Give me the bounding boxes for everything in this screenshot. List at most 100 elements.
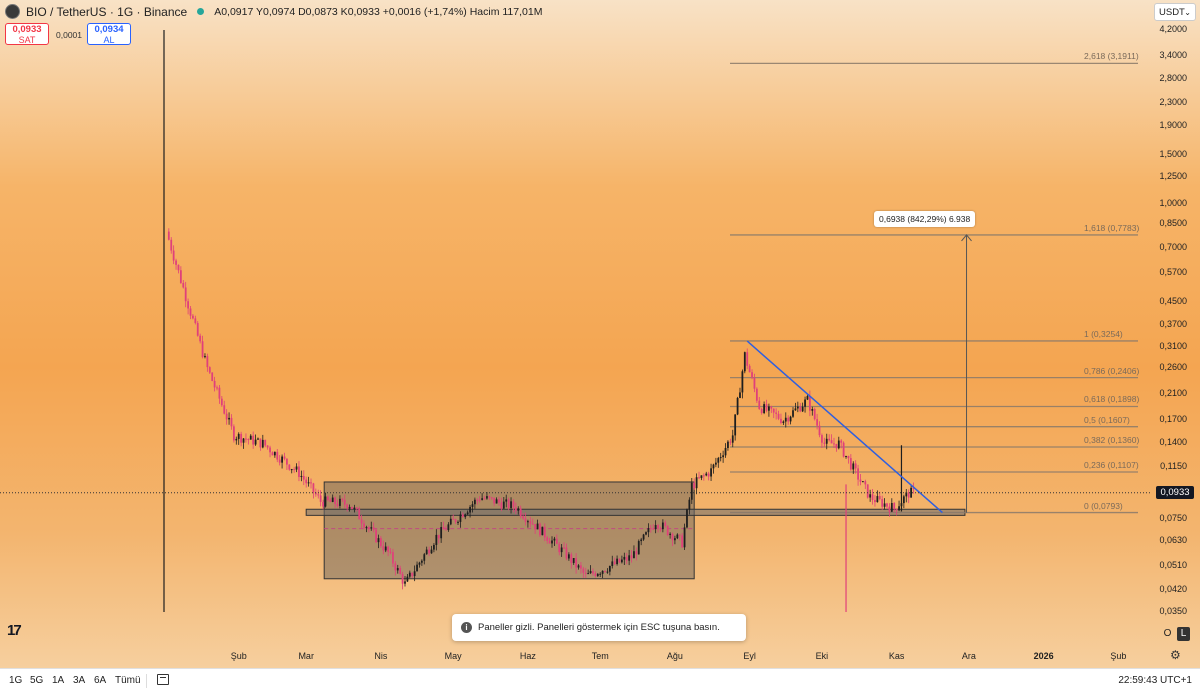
candle-body [912, 487, 915, 489]
buy-button[interactable]: 0,0934 AL [87, 23, 131, 45]
price-chart[interactable] [0, 0, 1200, 668]
candle-body [177, 264, 180, 271]
candle-body [647, 528, 650, 533]
candle-body [563, 547, 565, 549]
auto-scale-toggle[interactable]: O [1163, 628, 1172, 639]
candle-body [360, 519, 363, 524]
candle-body [635, 551, 638, 555]
candle-body [729, 441, 732, 443]
fib-level-label: 0,618 (0,1898) [1084, 394, 1140, 405]
candle-body [743, 352, 746, 372]
candle-body [857, 468, 859, 480]
candle-body [618, 558, 621, 563]
candle-body [307, 482, 310, 484]
candle-body [187, 301, 189, 309]
candle-body [423, 554, 426, 561]
candle-body [192, 315, 194, 319]
candle-body [220, 398, 223, 406]
candle-body [428, 549, 430, 554]
fib-level-label: 1,618 (0,7783) [1084, 222, 1140, 233]
candle-body [845, 455, 847, 457]
candle-body [293, 469, 296, 471]
candle-body [478, 499, 481, 501]
candle-body [584, 572, 587, 574]
candle-body [671, 533, 674, 541]
candle-body [902, 496, 905, 504]
candle-body [731, 435, 734, 443]
candle-body [437, 534, 440, 539]
candle-body [459, 514, 462, 522]
candle-body [837, 440, 840, 449]
range-1g[interactable]: 1G [9, 675, 23, 686]
y-tick-label: 0,3700 [1159, 319, 1187, 330]
candle-body [384, 546, 387, 551]
candle-body [652, 528, 655, 530]
candle-body [196, 323, 199, 336]
chart-area[interactable]: BIO / TetherUS · 1G · Binance A0,0917 Y0… [0, 0, 1200, 668]
tradingview-logo-icon[interactable]: 17 [7, 622, 22, 639]
candle-body [377, 538, 380, 543]
sell-button[interactable]: 0,0933 SAT [5, 23, 49, 45]
candle-body [179, 270, 182, 283]
currency-select[interactable]: USDT ⌄ [1154, 3, 1196, 21]
candle-body [555, 538, 558, 544]
candle-body [630, 555, 633, 559]
candle-body [341, 498, 344, 500]
ohlc-values: A0,0917 Y0,0974 D0,0873 K0,0933 +0,0016 … [214, 5, 543, 18]
candle-body [825, 438, 828, 444]
candle-body [396, 568, 399, 571]
candle-body [449, 518, 452, 525]
candle-body [514, 507, 517, 511]
candle-body [782, 421, 785, 423]
candle-body [833, 443, 835, 445]
candle-body [353, 507, 356, 510]
candle-body [714, 462, 717, 465]
candle-body [493, 497, 496, 504]
candle-body [666, 525, 669, 535]
candle-body [828, 438, 831, 441]
candle-body [529, 521, 532, 524]
candle-body [305, 479, 308, 484]
x-tick-label: Nis [374, 651, 388, 661]
candle-body [172, 250, 175, 261]
market-status-icon [197, 8, 205, 15]
candle-body [473, 499, 476, 505]
candle-body [808, 396, 811, 411]
candle-body [623, 556, 626, 560]
gear-icon[interactable]: ⚙ [1170, 648, 1181, 662]
candle-body [789, 416, 792, 422]
range-3a[interactable]: 3A [73, 675, 86, 686]
candle-body [862, 481, 864, 483]
y-tick-label: 0,2600 [1159, 362, 1187, 373]
candle-body [290, 469, 293, 471]
candle-body [247, 439, 250, 441]
candle-body [842, 442, 845, 457]
candle-body [654, 525, 657, 530]
candle-body [527, 521, 529, 523]
candle-body [751, 372, 753, 378]
candle-body [688, 499, 691, 510]
symbol-title[interactable]: BIO / TetherUS · 1G · Binance [26, 4, 188, 19]
range-1a[interactable]: 1A [52, 675, 65, 686]
fib-level-label: 2,618 (3,1911) [1084, 51, 1139, 62]
calendar-icon[interactable] [157, 674, 169, 685]
candle-body [683, 527, 686, 548]
y-tick-label: 0,7000 [1159, 241, 1187, 252]
measure-label: 0,6938 (842,29%) 6.938 [874, 211, 976, 227]
candle-body [348, 506, 351, 509]
y-tick-label: 1,5000 [1159, 149, 1187, 160]
candle-body [792, 410, 794, 417]
candle-body [310, 482, 312, 484]
last-price-tag: 0,0933 [1156, 485, 1194, 499]
range-5g[interactable]: 5G [30, 675, 44, 686]
candle-body [811, 409, 814, 411]
range-all[interactable]: Tümü [115, 675, 141, 686]
candle-body [331, 497, 334, 502]
utc-clock[interactable]: 22:59:43 UTC+1 [1118, 675, 1192, 686]
candle-body [717, 458, 720, 463]
candle-body [512, 501, 515, 508]
range-6a[interactable]: 6A [94, 675, 107, 686]
log-scale-toggle[interactable]: L [1177, 627, 1190, 641]
bottom-toolbar: 1G 5G 1A 3A 6A Tümü 22:59:43 UTC+1 [0, 668, 1200, 695]
candle-body [755, 388, 758, 401]
